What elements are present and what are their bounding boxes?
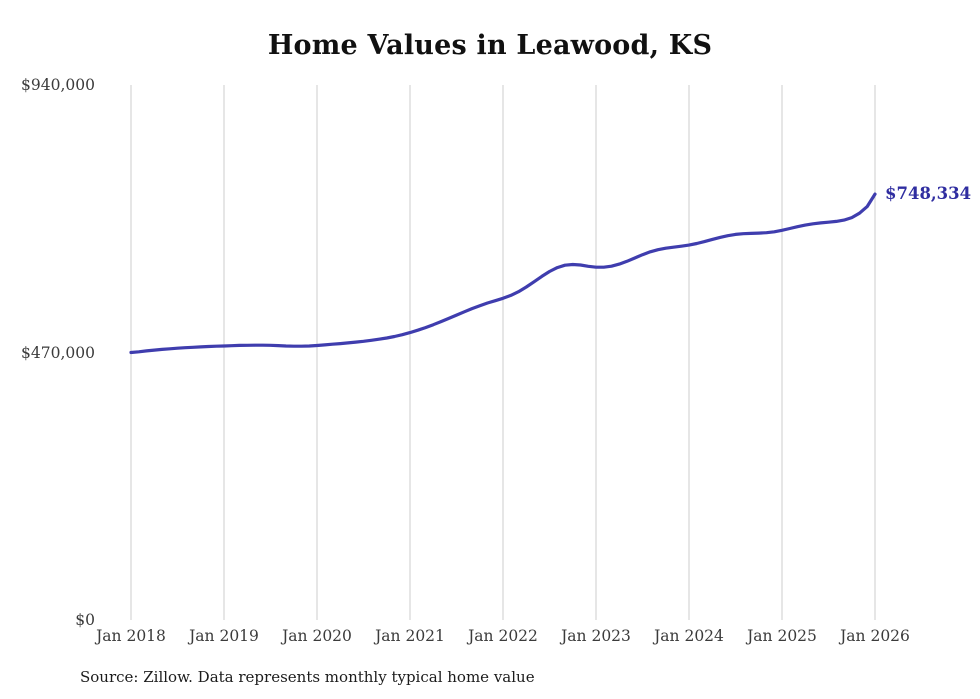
x-axis-tick-label: Jan 2020 (282, 627, 352, 645)
y-axis-tick-label: $0 (75, 611, 95, 629)
y-axis-tick-label: $940,000 (21, 76, 95, 94)
chart-title: Home Values in Leawood, KS (267, 30, 713, 61)
home-value-line (129, 192, 877, 355)
x-axis-tick-label: Jan 2026 (840, 627, 910, 645)
x-axis-tick-label: Jan 2023 (561, 627, 631, 645)
x-axis-tick-label: Jan 2019 (189, 627, 259, 645)
source-note: Source: Zillow. Data represents monthly … (80, 668, 535, 686)
x-axis-tick-label: Jan 2018 (96, 627, 166, 645)
x-axis-tick-label: Jan 2024 (654, 627, 724, 645)
y-axis-tick-label: $470,000 (21, 343, 95, 362)
x-axis-tick-label: Jan 2025 (747, 627, 817, 645)
x-axis-tick-label: Jan 2021 (375, 627, 445, 645)
current-value-label: $748,334 (885, 184, 972, 204)
x-axis-tick-label: Jan 2022 (468, 627, 538, 645)
